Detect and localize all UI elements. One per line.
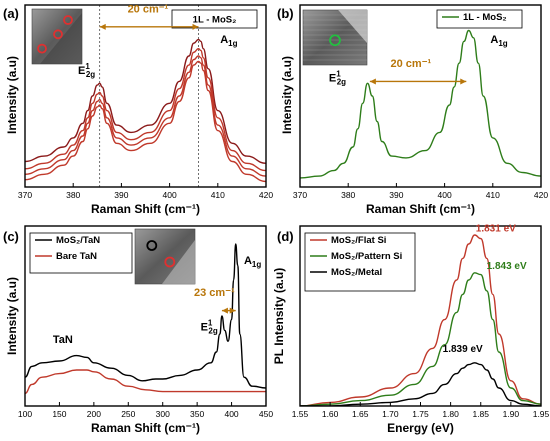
x-tick-label: 380 [66, 190, 80, 200]
panel-letter: (d) [277, 229, 294, 244]
x-tick-label: 420 [259, 190, 273, 200]
legend-box [304, 232, 416, 292]
x-tick-label: 1.70 [382, 409, 399, 419]
x-tick-label: 100 [18, 409, 32, 419]
x-tick-label: 410 [486, 190, 500, 200]
chart-panel-2: 100 150 200 250 300 350 400 450 Raman Shift (cm⁻… [3, 225, 273, 435]
x-tick-label: 380 [341, 190, 355, 200]
shift-annotation: 20 cm⁻¹ [391, 58, 432, 70]
x-tick-label: 1.75 [412, 409, 429, 419]
legend-label: MoS₂/TaN [56, 235, 100, 246]
series-line-0 [25, 243, 266, 389]
y-axis-title: Intensity (a.u) [5, 277, 19, 355]
x-tick-label: 1.60 [322, 409, 339, 419]
legend-label: MoS₂/Flat Si [331, 235, 386, 246]
x-tick-label: 150 [52, 409, 66, 419]
peak-label: E1 2g [201, 318, 218, 335]
legend-label: 1L - MoS₂ [193, 15, 237, 26]
x-tick-label: 390 [114, 190, 128, 200]
chart-panel-0: 370 380 390 400 410 420 Raman Shift (cm⁻¹) Inte… [3, 3, 273, 216]
legend-label: MoS₂/Metal [331, 267, 382, 278]
inset-micrograph [302, 9, 368, 66]
x-tick-label: 1.90 [503, 409, 520, 419]
panel-letter: (a) [3, 6, 19, 21]
series-line-3 [25, 60, 266, 183]
legend-box [436, 9, 523, 29]
peak-label: A1g [490, 34, 507, 48]
laser-spot-marker [146, 240, 158, 251]
y-axis-title: PL Intensity (a.u) [272, 268, 286, 364]
legend-box [171, 9, 258, 29]
x-tick-label: 450 [259, 409, 273, 419]
plot-frame [24, 225, 267, 407]
chart-panel-3: 1.55 1.60 1.65 1.70 1.75 1.80 1.85 1.90 1.95 Ener… [272, 223, 550, 435]
plot-frame [24, 4, 267, 188]
inset-micrograph [134, 228, 196, 285]
plot-frame [299, 4, 542, 188]
series-line-1 [300, 272, 541, 406]
series-line-0 [300, 29, 541, 179]
x-tick-label: 1.55 [292, 409, 309, 419]
series-line-2 [300, 362, 541, 406]
x-tick-label: 1.65 [352, 409, 369, 419]
x-tick-label: 1.80 [442, 409, 459, 419]
x-tick-label: 1.95 [533, 409, 550, 419]
peak-label: E1 2g [329, 69, 346, 86]
x-axis-title: Raman Shift (cm⁻¹) [91, 202, 200, 216]
shift-annotation: 23 cm⁻¹ [194, 287, 235, 299]
legend-label: MoS₂/Pattern Si [331, 251, 402, 262]
panel-letter: (c) [3, 229, 19, 244]
y-axis-title: Intensity (a.u) [280, 56, 294, 134]
x-tick-label: 1.85 [472, 409, 489, 419]
legend-label: 1L - MoS₂ [463, 12, 507, 23]
x-tick-label: 350 [190, 409, 204, 419]
x-tick-label: 400 [163, 190, 177, 200]
series-line-0 [300, 234, 541, 406]
legend-label: Bare TaN [56, 251, 97, 262]
y-axis-title: Intensity (a.u) [5, 56, 19, 134]
peak-energy-label: 1.831 eV [476, 223, 516, 234]
x-tick-label: 400 [438, 190, 452, 200]
x-tick-label: 400 [224, 409, 238, 419]
laser-spot-marker [164, 256, 176, 268]
chart-panel-1: 370 380 390 400 410 420 Raman Shift (cm⁻¹) Inte… [277, 4, 548, 216]
region-label: TaN [53, 334, 73, 346]
x-axis-title: Raman Shift (cm⁻¹) [91, 421, 200, 435]
x-axis-title: Energy (eV) [387, 421, 454, 435]
x-tick-label: 410 [211, 190, 225, 200]
series-line-1 [25, 369, 266, 395]
peak-energy-label: 1.843 eV [487, 261, 527, 272]
panel-letter: (b) [277, 6, 294, 21]
series-line-1 [25, 47, 266, 172]
x-tick-label: 390 [389, 190, 403, 200]
series-line-2 [25, 55, 266, 177]
x-tick-label: 250 [121, 409, 135, 419]
peak-label: E1 2g [78, 62, 95, 79]
x-tick-label: 300 [156, 409, 170, 419]
x-tick-label: 370 [18, 190, 32, 200]
peak-label: A1g [220, 34, 237, 48]
x-axis-title: Raman Shift (cm⁻¹) [366, 202, 475, 216]
x-tick-label: 370 [293, 190, 307, 200]
laser-spot-marker [63, 15, 73, 25]
x-tick-label: 200 [87, 409, 101, 419]
shift-annotation: 20 cm⁻¹ [128, 3, 169, 15]
x-tick-label: 420 [534, 190, 548, 200]
peak-label: A1g [244, 255, 261, 269]
laser-spot-marker [53, 29, 63, 40]
laser-spot-marker [37, 43, 47, 54]
series-line-0 [25, 38, 266, 164]
peak-energy-label: 1.839 eV [443, 344, 483, 355]
inset-micrograph [31, 8, 83, 65]
laser-spot-marker [329, 34, 341, 47]
